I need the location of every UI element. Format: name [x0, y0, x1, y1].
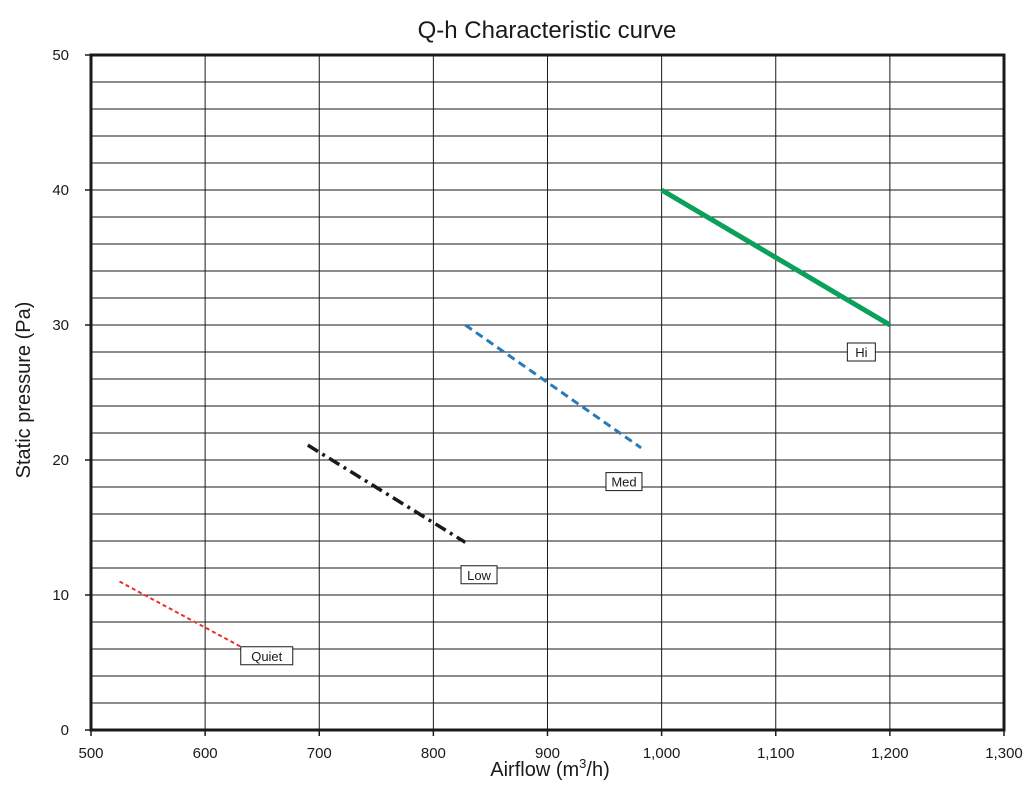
- series-line-med: [464, 323, 642, 450]
- series-label-hi: Hi: [846, 342, 876, 362]
- series-label-box: [240, 646, 294, 666]
- y-tick-label: 0: [61, 722, 69, 739]
- x-axis-label-tail: /h): [586, 759, 609, 781]
- y-tick-label: 40: [52, 182, 69, 199]
- series-label-box: [846, 342, 876, 362]
- x-tick-label: 700: [307, 745, 332, 762]
- series-line-hi: [660, 187, 892, 328]
- grid: [91, 55, 1004, 730]
- y-tick-label: 50: [52, 47, 69, 64]
- chart-title: Q-h Characteristic curve: [418, 17, 677, 44]
- series-layer: [119, 187, 892, 650]
- x-tick-label: 1,300: [985, 745, 1023, 762]
- series-label-text: Quiet: [251, 649, 282, 664]
- y-axis-label: Static pressure (Pa): [13, 302, 35, 479]
- series-label-box: [605, 472, 643, 492]
- series-label-text: Med: [611, 475, 636, 490]
- x-tick-label: 1,100: [757, 745, 795, 762]
- x-tick-label: 1,200: [871, 745, 909, 762]
- x-tick-label: 900: [535, 745, 560, 762]
- y-tick-label: 30: [52, 317, 69, 334]
- x-tick-label: 500: [78, 745, 103, 762]
- series-label-text: Hi: [855, 345, 867, 360]
- y-tick-label: 20: [52, 452, 69, 469]
- x-axis-ticks: 500 600 700 800 900 1,000 1,100 1,200 1,300: [78, 730, 1023, 762]
- y-axis-ticks: 0 10 20 30 40 50: [52, 47, 91, 739]
- series-line-low: [306, 443, 467, 544]
- series-line-quiet: [119, 580, 246, 650]
- x-axis-label: Airflow (m3/h): [490, 756, 609, 781]
- series-label-box: [460, 565, 498, 585]
- series-labels: Quiet Low Med Hi: [240, 342, 876, 666]
- x-tick-label: 1,000: [643, 745, 681, 762]
- x-tick-label: 800: [421, 745, 446, 762]
- series-label-quiet: Quiet: [240, 646, 294, 666]
- x-tick-label: 600: [193, 745, 218, 762]
- x-axis-label-superscript: 3: [579, 756, 586, 771]
- series-label-text: Low: [467, 568, 491, 583]
- series-label-med: Med: [605, 472, 643, 492]
- x-axis-label-main: Airflow (m: [490, 759, 579, 781]
- series-label-low: Low: [460, 565, 498, 585]
- y-tick-label: 10: [52, 587, 69, 604]
